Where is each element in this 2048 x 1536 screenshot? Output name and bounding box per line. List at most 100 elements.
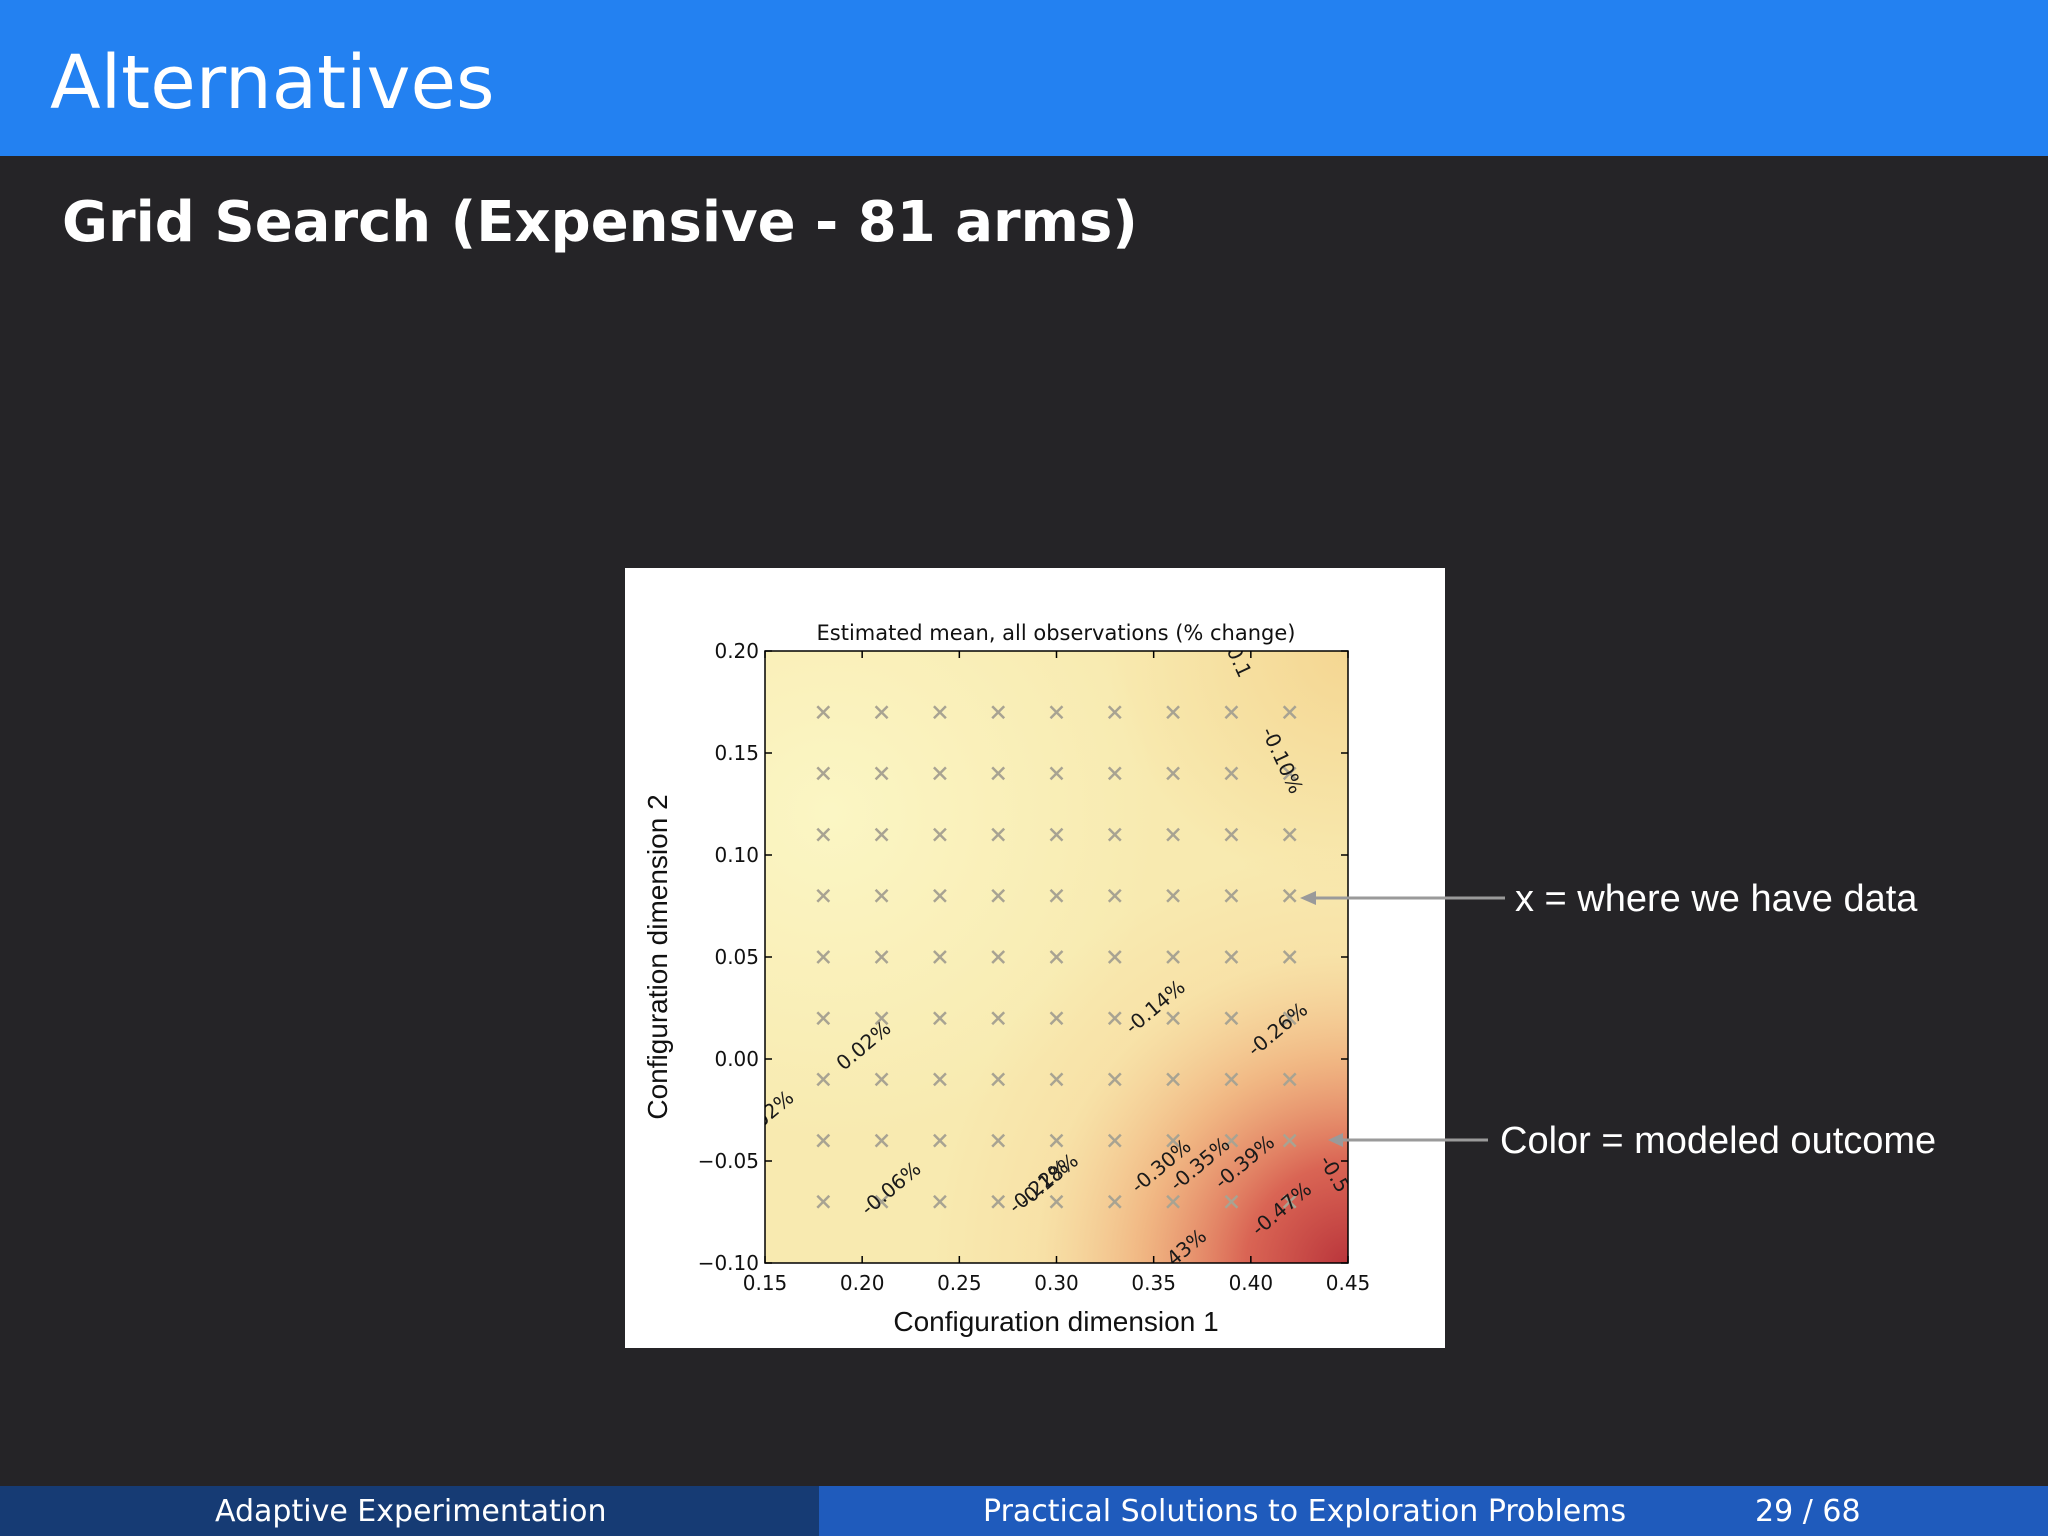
data-point-marker <box>816 766 831 781</box>
data-point-marker <box>874 827 889 842</box>
data-point-marker <box>1166 1194 1180 1209</box>
data-point-marker <box>1224 1072 1239 1087</box>
x-tick-label: 0.40 <box>1229 1271 1274 1295</box>
data-point-marker <box>1107 1194 1122 1209</box>
data-point-marker <box>1049 1072 1064 1087</box>
slide-subtitle: Grid Search (Expensive - 81 arms) <box>62 190 1138 255</box>
data-point-marker <box>1049 827 1064 842</box>
data-point-marker <box>874 1133 889 1148</box>
y-tick-label: 0.15 <box>714 741 759 765</box>
data-point-marker <box>1107 1011 1122 1026</box>
data-point-marker <box>1166 950 1180 964</box>
data-point-marker <box>816 705 831 720</box>
data-point-marker <box>1049 950 1064 964</box>
data-point-marker <box>933 950 947 964</box>
data-point-marker <box>874 950 889 964</box>
x-tick-label: 0.25 <box>937 1271 982 1295</box>
data-point-marker <box>1224 1194 1239 1209</box>
data-point-marker <box>874 1194 889 1209</box>
x-axis-label: Configuration dimension 1 <box>893 1306 1218 1337</box>
data-point-marker <box>1107 888 1122 903</box>
data-point-marker <box>1282 950 1297 964</box>
data-point-marker <box>1224 1133 1239 1148</box>
data-point-marker <box>991 705 1006 720</box>
data-point-marker <box>874 766 889 781</box>
data-point-marker <box>1282 1011 1297 1026</box>
data-point-marker <box>1282 705 1297 720</box>
footer-section-title: Practical Solutions to Exploration Probl… <box>983 1494 1627 1529</box>
data-point-marker <box>991 1194 1006 1209</box>
data-point-marker <box>1107 705 1122 720</box>
data-point-marker <box>1107 827 1122 842</box>
data-point-marker <box>933 766 947 781</box>
data-point-marker <box>1049 1011 1064 1026</box>
data-point-marker <box>933 1194 947 1209</box>
x-tick-label: 0.15 <box>743 1271 788 1295</box>
x-tick-label: 0.30 <box>1034 1271 1079 1295</box>
data-point-marker <box>816 827 831 842</box>
data-point-marker <box>991 950 1006 964</box>
page-number: 29 / 68 <box>1755 1494 1861 1529</box>
y-tick-label: −0.10 <box>698 1251 759 1275</box>
data-point-marker <box>991 1133 1006 1148</box>
data-point-marker <box>1107 766 1122 781</box>
data-point-marker <box>933 1133 947 1148</box>
data-point-marker <box>1166 827 1180 842</box>
data-point-marker <box>816 1011 831 1026</box>
data-point-marker <box>991 1011 1006 1026</box>
y-tick-label: 0.05 <box>714 945 759 969</box>
data-point-marker <box>816 1133 831 1148</box>
data-point-marker <box>991 827 1006 842</box>
data-point-marker <box>1224 950 1239 964</box>
data-arrow-head <box>1300 891 1316 905</box>
data-point-marker <box>816 1072 831 1087</box>
data-point-marker <box>1107 1133 1122 1148</box>
data-point-marker <box>1282 1194 1297 1209</box>
data-point-marker <box>933 1072 947 1087</box>
y-tick-label: 0.00 <box>714 1047 759 1071</box>
data-point-marker <box>874 1072 889 1087</box>
chart-figure: -0.1 -0.10% -0.14% -0.26% 0.02% -0.06% -0.22% -… <box>625 568 1445 1348</box>
color-arrow-head <box>1328 1133 1343 1147</box>
data-point-marker <box>933 1011 947 1026</box>
data-point-marker <box>1049 705 1064 720</box>
data-point-marker <box>933 827 947 842</box>
data-point-marker <box>1282 888 1297 903</box>
data-point-marker <box>1049 888 1064 903</box>
data-point-marker <box>1282 766 1297 781</box>
y-axis-label: Configuration dimension 2 <box>642 794 673 1119</box>
footer-left: Adaptive Experimentation <box>0 1486 819 1536</box>
data-point-marker <box>933 888 947 903</box>
data-point-marker <box>1224 888 1239 903</box>
data-point-marker <box>1224 1011 1239 1026</box>
footer: Adaptive Experimentation Practical Solut… <box>0 1486 2048 1536</box>
data-point-marker <box>816 950 831 964</box>
data-point-marker <box>933 705 947 720</box>
y-tick-label: 0.10 <box>714 843 759 867</box>
data-point-marker <box>1166 766 1180 781</box>
data-point-marker <box>874 1011 889 1026</box>
data-point-marker <box>1107 950 1122 964</box>
data-point-marker <box>1166 1011 1180 1026</box>
data-point-marker <box>1107 1072 1122 1087</box>
data-point-marker <box>991 1072 1006 1087</box>
data-point-marker <box>1224 766 1239 781</box>
data-point-marker <box>1166 888 1180 903</box>
data-point-marker <box>1166 1072 1180 1087</box>
data-point-marker <box>1166 1133 1180 1148</box>
data-point-marker <box>874 888 889 903</box>
heatmap-chart: -0.1-0.10%-0.14% -0.26%0.02%-0.06% -0.22%-… <box>642 621 1371 1337</box>
data-point-marker <box>1166 705 1180 720</box>
data-point-marker <box>1282 1072 1297 1087</box>
data-point-marker <box>1282 1133 1297 1148</box>
data-point-marker <box>1224 827 1239 842</box>
data-point-marker <box>816 888 831 903</box>
x-tick-label: 0.45 <box>1326 1271 1371 1295</box>
data-point-marker <box>1049 1194 1064 1209</box>
title-bar: Alternatives <box>0 0 2048 156</box>
y-tick-label: −0.05 <box>698 1149 759 1173</box>
x-tick-label: 0.20 <box>840 1271 885 1295</box>
data-point-marker <box>1049 766 1064 781</box>
chart-title: Estimated mean, all observations (% chan… <box>817 621 1296 645</box>
